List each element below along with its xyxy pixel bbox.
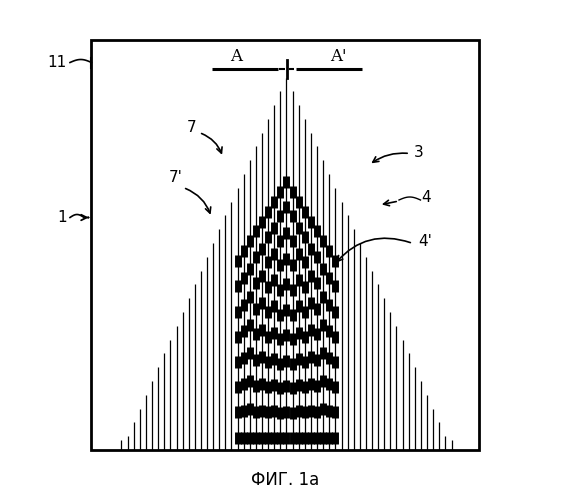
Text: 7: 7 — [186, 120, 196, 135]
Text: A: A — [231, 48, 243, 65]
Text: A': A' — [330, 48, 346, 65]
Text: 3: 3 — [414, 145, 424, 160]
Text: 7': 7' — [169, 170, 183, 185]
Text: 4': 4' — [418, 234, 432, 248]
Text: ФИГ. 1а: ФИГ. 1а — [252, 471, 320, 489]
Bar — [91, 40, 479, 450]
Text: 1: 1 — [57, 210, 66, 225]
Text: 4: 4 — [421, 190, 431, 205]
Text: 11: 11 — [47, 55, 66, 70]
